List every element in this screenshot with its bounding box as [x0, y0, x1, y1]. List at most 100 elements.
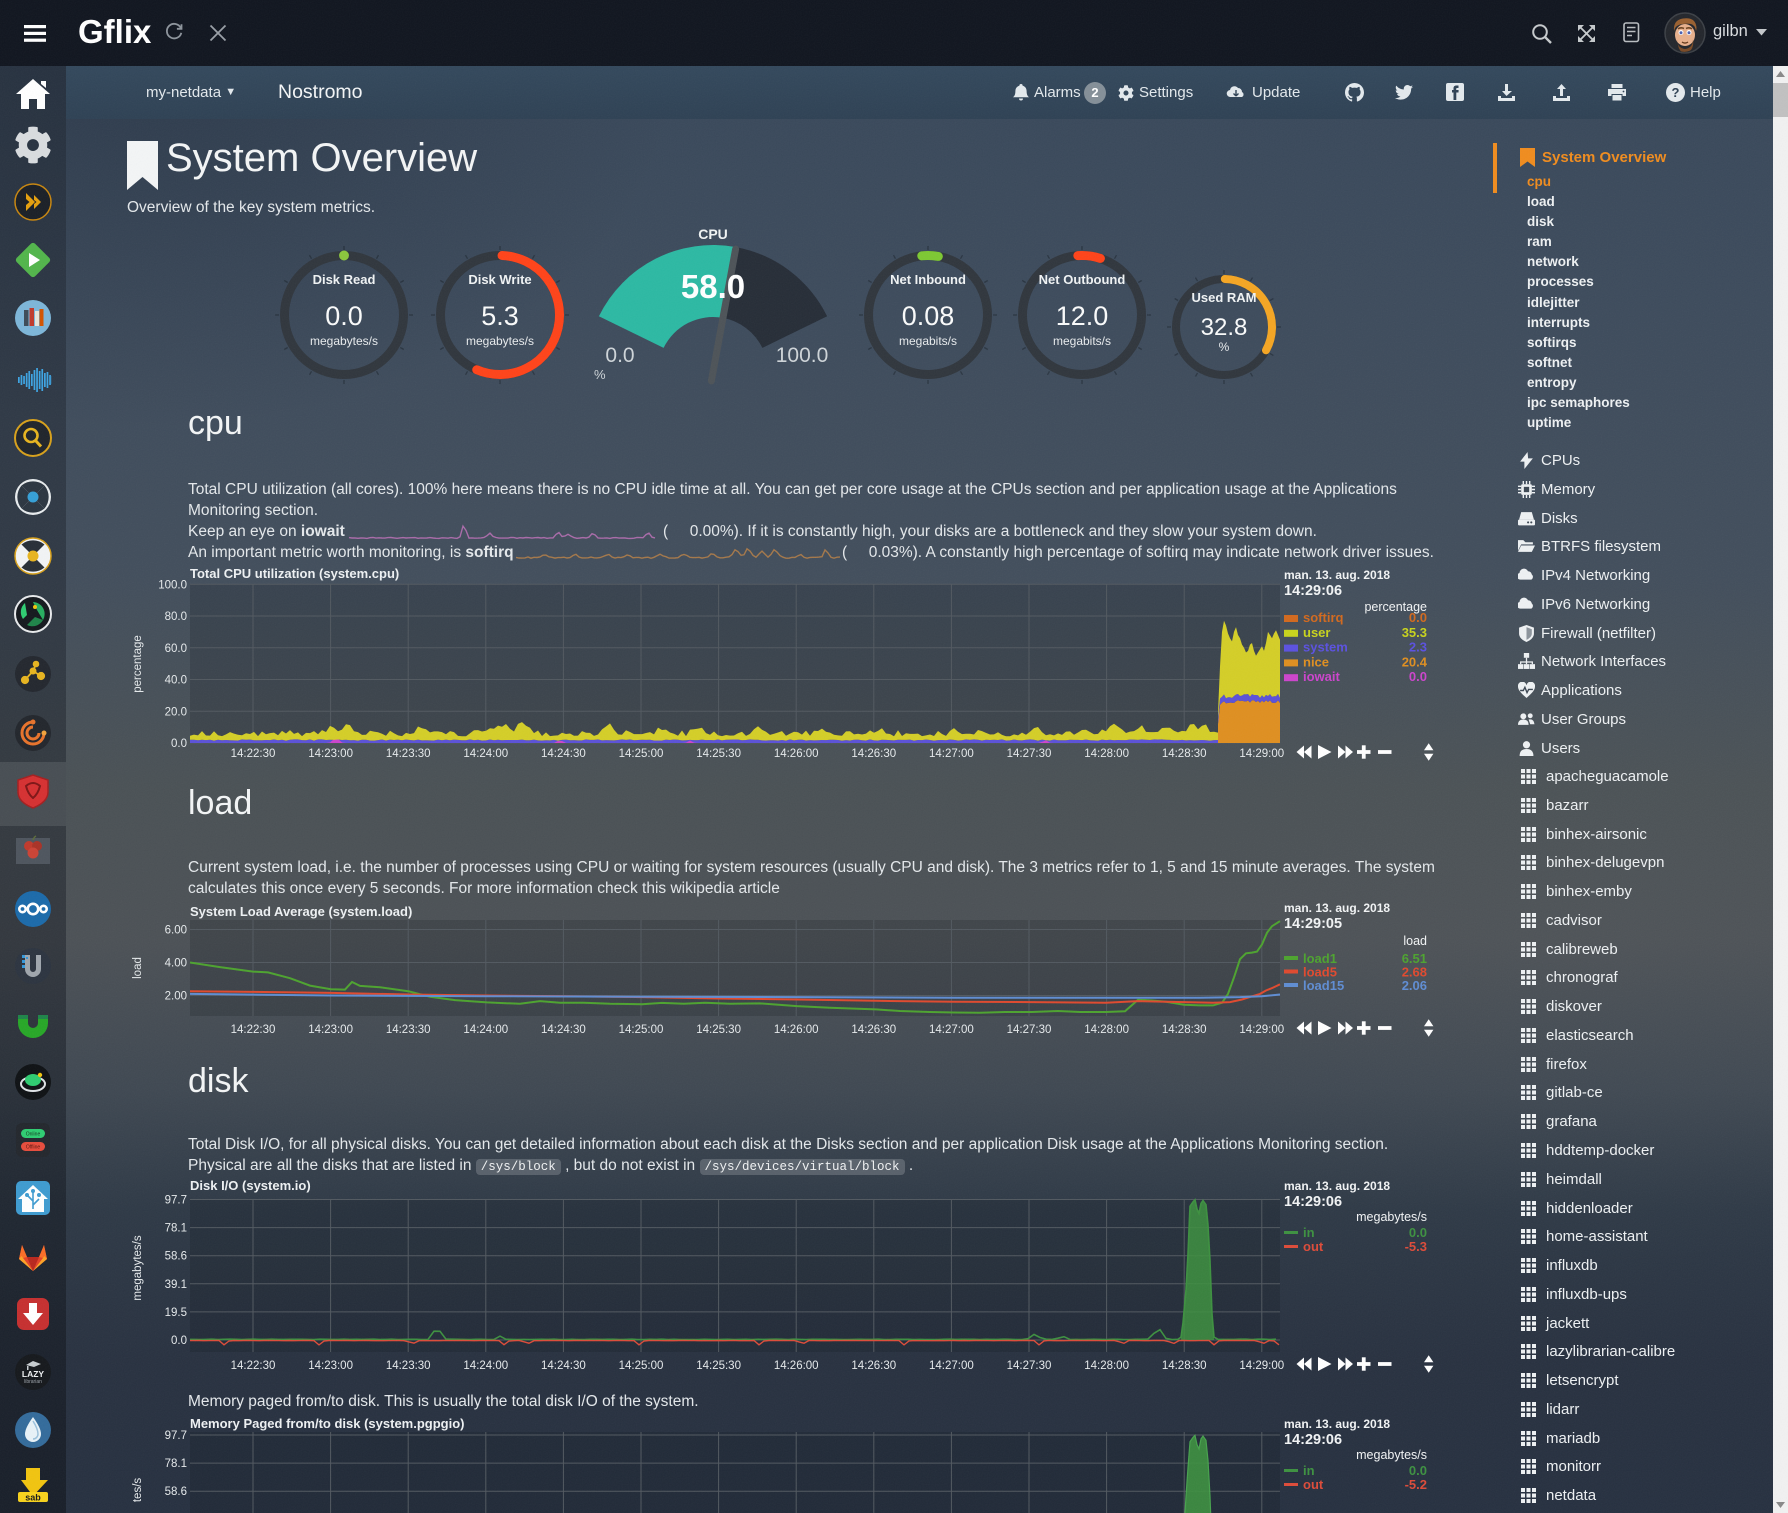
svg-text:14:25:30: 14:25:30	[696, 1360, 741, 1372]
svg-text:0.0: 0.0	[1409, 669, 1427, 684]
svg-text:Net Outbound: Net Outbound	[1039, 272, 1126, 287]
svg-text:14:29:05: 14:29:05	[1284, 916, 1342, 932]
svg-text:12.0: 12.0	[1056, 301, 1109, 331]
svg-text:14:26:00: 14:26:00	[774, 748, 819, 760]
svg-text:14:24:00: 14:24:00	[463, 748, 508, 760]
svg-text:14:23:00: 14:23:00	[308, 1024, 353, 1036]
svg-text:Offline: Offline	[26, 1145, 41, 1151]
svg-text:14:29:00: 14:29:00	[1239, 1360, 1284, 1372]
svg-text:97.7: 97.7	[165, 1195, 187, 1207]
svg-text:megabits/s: megabits/s	[1053, 334, 1111, 348]
svg-text:20.4: 20.4	[1402, 654, 1428, 669]
svg-text:14:25:30: 14:25:30	[696, 748, 741, 760]
svg-text:%: %	[1219, 340, 1230, 354]
svg-text:14:28:00: 14:28:00	[1084, 1024, 1129, 1036]
svg-text:14:26:00: 14:26:00	[774, 1024, 819, 1036]
svg-text:14:26:30: 14:26:30	[851, 1024, 896, 1036]
svg-text:megabytes/s: megabytes/s	[1356, 1448, 1427, 1462]
svg-text:2.06: 2.06	[1402, 978, 1427, 993]
svg-text:sab: sab	[25, 1493, 41, 1503]
svg-text:14:28:30: 14:28:30	[1162, 1024, 1207, 1036]
svg-text:14:23:00: 14:23:00	[308, 748, 353, 760]
svg-text:Online: Online	[26, 1132, 41, 1138]
svg-text:14:27:30: 14:27:30	[1007, 748, 1052, 760]
svg-text:6.00: 6.00	[165, 925, 187, 937]
svg-text:megabytes/s: megabytes/s	[1356, 1210, 1427, 1224]
svg-text:tes/s: tes/s	[132, 1478, 144, 1503]
svg-text:58.6: 58.6	[165, 1251, 187, 1263]
svg-text:load: load	[132, 957, 144, 979]
svg-text:in: in	[1303, 1225, 1315, 1240]
svg-text:Disk Read: Disk Read	[313, 272, 376, 287]
svg-text:Memory Paged from/to disk (sys: Memory Paged from/to disk (system.pgpgio…	[190, 1416, 465, 1431]
svg-text:19.5: 19.5	[165, 1307, 187, 1319]
svg-text:39.1: 39.1	[165, 1279, 187, 1291]
svg-text:Used RAM: Used RAM	[1191, 290, 1256, 305]
svg-text:100.0: 100.0	[158, 579, 187, 591]
svg-text:78.1: 78.1	[165, 1458, 187, 1470]
svg-text:2.00: 2.00	[165, 991, 187, 1003]
svg-text:out: out	[1303, 1239, 1324, 1254]
svg-text:0.0: 0.0	[1409, 1463, 1427, 1478]
svg-text:14:23:00: 14:23:00	[308, 1360, 353, 1372]
svg-text:Total CPU utilization (system.: Total CPU utilization (system.cpu)	[190, 566, 399, 581]
svg-text:man. 13. aug. 2018: man. 13. aug. 2018	[1284, 568, 1390, 582]
svg-text:14:26:30: 14:26:30	[851, 1360, 896, 1372]
svg-text:60.0: 60.0	[165, 643, 187, 655]
svg-text:4.00: 4.00	[165, 958, 187, 970]
svg-text:man. 13. aug. 2018: man. 13. aug. 2018	[1284, 1179, 1390, 1193]
svg-text:megabytes/s: megabytes/s	[466, 334, 534, 348]
svg-text:in: in	[1303, 1463, 1315, 1478]
svg-text:user: user	[1303, 625, 1330, 640]
svg-text:14:24:30: 14:24:30	[541, 1024, 586, 1036]
svg-text:-5.3: -5.3	[1405, 1239, 1427, 1254]
svg-text:14:25:00: 14:25:00	[619, 748, 664, 760]
svg-text:97.7: 97.7	[165, 1430, 187, 1442]
svg-text:14:25:30: 14:25:30	[696, 1024, 741, 1036]
svg-text:35.3: 35.3	[1402, 625, 1427, 640]
svg-text:14:22:30: 14:22:30	[231, 1024, 276, 1036]
svg-text:14:23:30: 14:23:30	[386, 748, 431, 760]
svg-text:2.3: 2.3	[1409, 640, 1427, 655]
svg-text:14:27:00: 14:27:00	[929, 748, 974, 760]
svg-text:Disk I/O (system.io): Disk I/O (system.io)	[190, 1178, 311, 1193]
svg-text:librarian: librarian	[24, 1379, 42, 1385]
svg-text:nice: nice	[1303, 654, 1329, 669]
svg-text:14:28:30: 14:28:30	[1162, 748, 1207, 760]
svg-text:man. 13. aug. 2018: man. 13. aug. 2018	[1284, 1417, 1390, 1431]
svg-text:14:28:00: 14:28:00	[1084, 748, 1129, 760]
svg-text:78.1: 78.1	[165, 1223, 187, 1235]
svg-text:0.0: 0.0	[171, 738, 187, 750]
svg-text:load15: load15	[1303, 978, 1344, 993]
svg-text:0.0: 0.0	[325, 301, 363, 331]
svg-text:14:25:00: 14:25:00	[619, 1024, 664, 1036]
svg-text:14:29:00: 14:29:00	[1239, 748, 1284, 760]
svg-text:Disk Write: Disk Write	[468, 272, 531, 287]
svg-text:14:27:00: 14:27:00	[929, 1024, 974, 1036]
svg-text:megabytes/s: megabytes/s	[132, 1235, 144, 1300]
svg-text:load: load	[1403, 934, 1427, 948]
svg-text:14:27:00: 14:27:00	[929, 1360, 974, 1372]
svg-text:Net Inbound: Net Inbound	[890, 272, 966, 287]
svg-text:80.0: 80.0	[165, 611, 187, 623]
svg-text:14:29:06: 14:29:06	[1284, 1194, 1342, 1210]
svg-text:0.0: 0.0	[171, 1335, 187, 1347]
svg-text:0.08: 0.08	[902, 301, 955, 331]
svg-text:?: ?	[1672, 85, 1680, 100]
svg-text:14:29:06: 14:29:06	[1284, 1432, 1342, 1448]
svg-text:20.0: 20.0	[165, 706, 187, 718]
svg-text:14:26:00: 14:26:00	[774, 1360, 819, 1372]
svg-text:58.6: 58.6	[165, 1486, 187, 1498]
svg-text:0.0: 0.0	[1409, 610, 1427, 625]
svg-text:-5.2: -5.2	[1405, 1477, 1427, 1492]
svg-text:14:29:00: 14:29:00	[1239, 1024, 1284, 1036]
svg-text:System Load Average (system.lo: System Load Average (system.load)	[190, 904, 412, 919]
svg-text:0.0: 0.0	[1409, 1225, 1427, 1240]
svg-text:14:27:30: 14:27:30	[1007, 1024, 1052, 1036]
svg-text:14:25:00: 14:25:00	[619, 1360, 664, 1372]
svg-text:14:22:30: 14:22:30	[231, 1360, 276, 1372]
svg-text:iowait: iowait	[1303, 669, 1341, 684]
svg-text:14:26:30: 14:26:30	[851, 748, 896, 760]
svg-text:32.8: 32.8	[1201, 314, 1248, 341]
svg-text:14:22:30: 14:22:30	[231, 748, 276, 760]
